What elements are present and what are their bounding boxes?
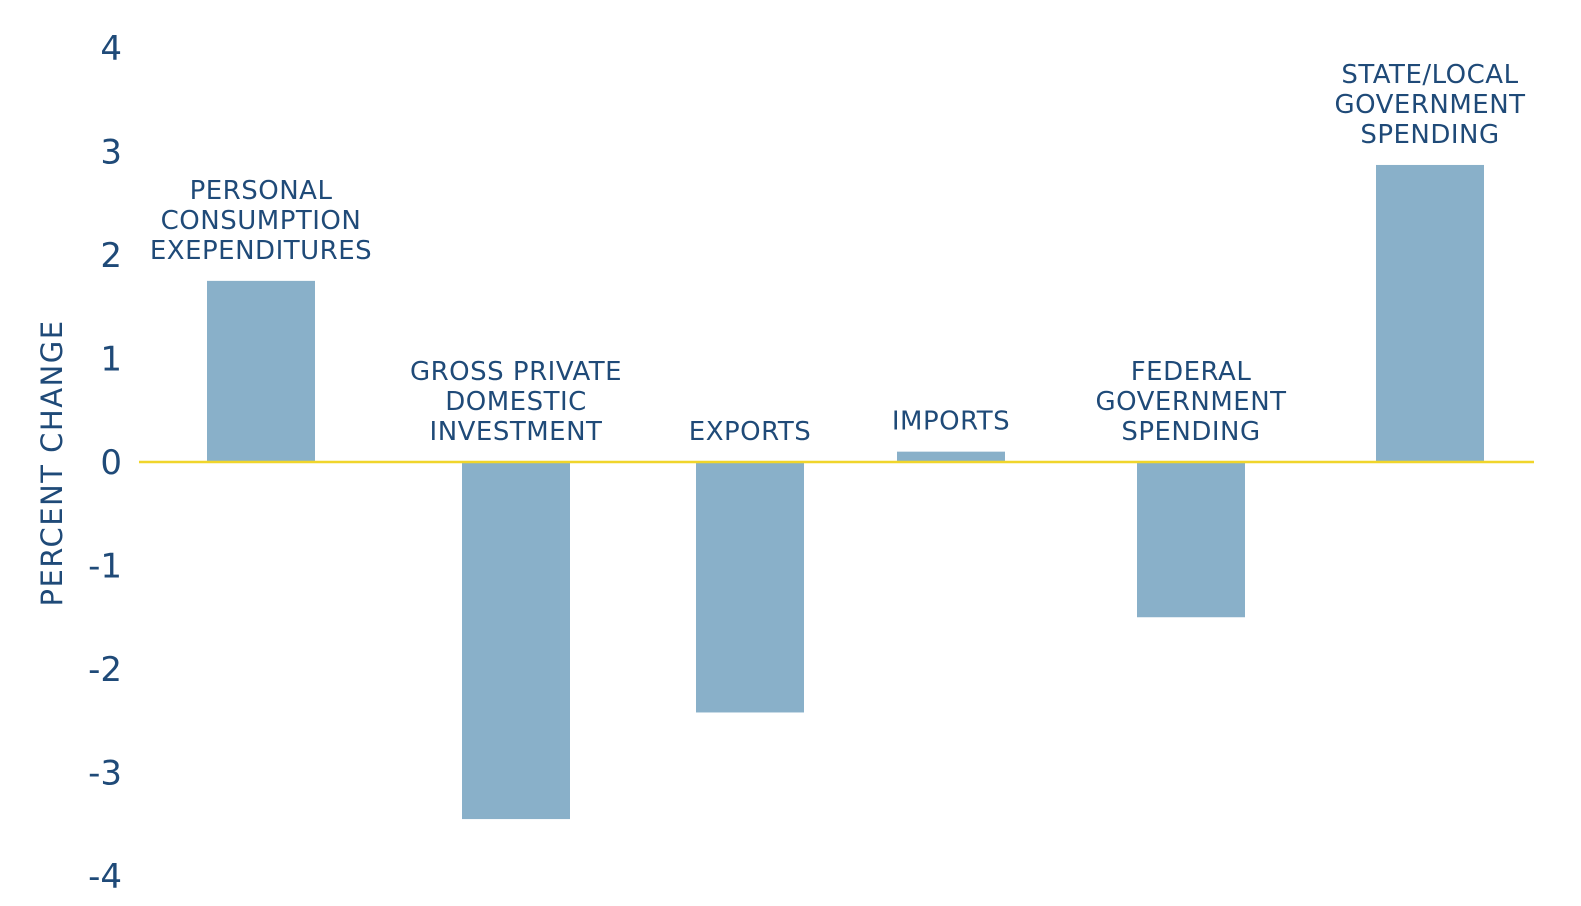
- category-label-line: INVESTMENT: [430, 417, 603, 447]
- category-label-line: PERSONAL: [190, 176, 333, 206]
- bar: [1376, 164, 1484, 462]
- bar: [696, 462, 804, 713]
- category-label: FEDERAL GOVERNMENT SPENDING: [1095, 357, 1286, 447]
- category-label-line: EXEPENDITURES: [150, 236, 372, 266]
- y-tick-label: 1: [100, 340, 122, 380]
- category-label-line: SPENDING: [1121, 417, 1260, 447]
- category-label-line: IMPORTS: [892, 407, 1010, 437]
- y-tick-label: 0: [100, 443, 122, 483]
- bar: [462, 462, 570, 820]
- category-label-line: GOVERNMENT: [1095, 387, 1286, 417]
- category-label-line: EXPORTS: [689, 417, 811, 447]
- category-label-line: STATE/LOCAL: [1341, 60, 1518, 90]
- category-label: EXPORTS: [689, 417, 811, 447]
- bar: [207, 280, 315, 462]
- y-axis-ticks: 4 3 2 1 0 -1 -2 -3 -4: [88, 29, 122, 897]
- y-tick-label: 2: [100, 236, 122, 276]
- bar: [897, 451, 1005, 462]
- category-label-line: GOVERNMENT: [1334, 90, 1525, 120]
- bars: [207, 164, 1484, 820]
- category-label-line: DOMESTIC: [445, 387, 587, 417]
- category-label: STATE/LOCAL GOVERNMENT SPENDING: [1334, 60, 1525, 150]
- category-label: IMPORTS: [892, 407, 1010, 437]
- y-tick-label: 3: [100, 133, 122, 173]
- category-label-line: GROSS PRIVATE: [410, 357, 622, 387]
- category-label-line: FEDERAL: [1131, 357, 1252, 387]
- y-tick-label: -1: [88, 547, 122, 587]
- category-label: GROSS PRIVATE DOMESTIC INVESTMENT: [410, 357, 622, 447]
- y-tick-label: -4: [88, 857, 122, 897]
- y-tick-label: -3: [88, 754, 122, 794]
- category-label-line: SPENDING: [1360, 120, 1499, 150]
- y-tick-label: -2: [88, 650, 122, 690]
- y-axis-title: PERCENT CHANGE: [35, 319, 69, 606]
- bar: [1137, 462, 1245, 618]
- y-tick-label: 4: [100, 29, 122, 69]
- category-label-line: CONSUMPTION: [161, 206, 362, 236]
- category-labels: PERSONAL CONSUMPTION EXEPENDITURES GROSS PR…: [150, 60, 1525, 447]
- category-label: PERSONAL CONSUMPTION EXEPENDITURES: [150, 176, 372, 266]
